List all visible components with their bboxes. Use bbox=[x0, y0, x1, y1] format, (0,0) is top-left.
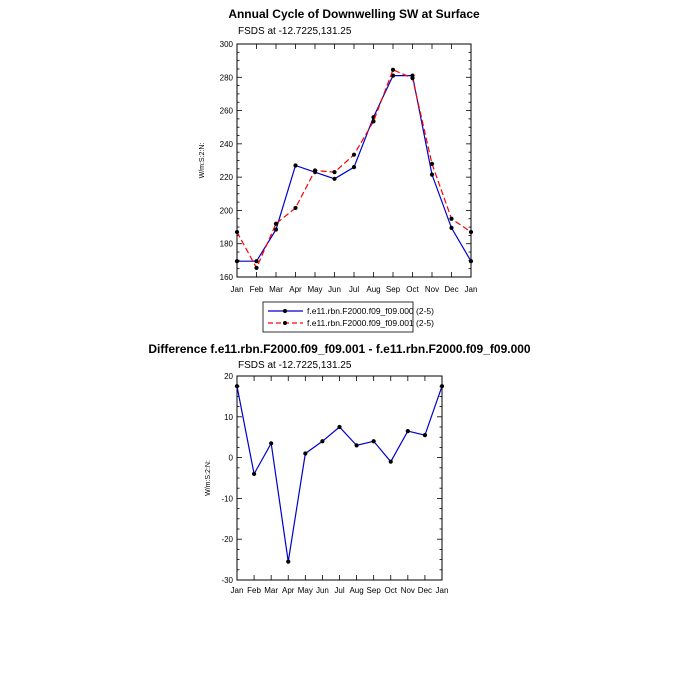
data-point bbox=[429, 161, 435, 166]
y-tick-label: 20 bbox=[224, 372, 233, 381]
data-point bbox=[254, 259, 259, 264]
data-point bbox=[390, 73, 396, 78]
x-tick-label: May bbox=[307, 285, 322, 294]
data-point bbox=[390, 67, 396, 72]
y-tick-label: -20 bbox=[221, 535, 233, 544]
data-point bbox=[337, 424, 342, 430]
data-point bbox=[273, 221, 279, 226]
data-point bbox=[468, 229, 474, 235]
x-tick-label: Mar bbox=[264, 586, 278, 595]
x-tick-label: Sep bbox=[367, 586, 382, 595]
data-point bbox=[405, 428, 410, 434]
data-point bbox=[439, 384, 445, 389]
data-point bbox=[449, 216, 454, 221]
chart-difference: Difference f.e11.rbn.F2000.f09_f09.001 -… bbox=[148, 342, 531, 595]
data-point bbox=[332, 176, 337, 181]
y-tick-label: 160 bbox=[220, 273, 234, 282]
plot-frame bbox=[236, 43, 472, 278]
y-tick-label: 0 bbox=[229, 454, 234, 463]
data-point bbox=[410, 76, 415, 81]
data-point bbox=[269, 441, 274, 446]
chart-subtitle: FSDS at -12.7225,131.25 bbox=[238, 360, 352, 371]
legend-label-0: f.e11.rbn.F2000.f09_f09.000 (2-5) bbox=[307, 306, 434, 316]
x-tick-label: Jan bbox=[465, 285, 478, 294]
series-line-0 bbox=[236, 386, 443, 562]
y-tick-label: 200 bbox=[220, 206, 234, 215]
x-tick-label: Jan bbox=[436, 586, 449, 595]
x-tick-label: Dec bbox=[418, 586, 432, 595]
x-tick-label: Jun bbox=[316, 586, 329, 595]
x-tick-label: Oct bbox=[406, 285, 419, 294]
data-point bbox=[468, 259, 474, 264]
data-point bbox=[234, 259, 240, 264]
y-tick-label: 220 bbox=[220, 173, 234, 182]
data-point bbox=[303, 451, 308, 456]
legend-label-1: f.e11.rbn.F2000.f09_f09.001 (2-5) bbox=[307, 318, 434, 328]
data-point bbox=[371, 439, 376, 444]
data-point bbox=[234, 384, 240, 389]
x-tick-label: Apr bbox=[289, 285, 302, 294]
y-tick-label: -30 bbox=[221, 576, 233, 585]
data-point bbox=[422, 433, 428, 438]
x-tick-label: Apr bbox=[282, 586, 295, 595]
x-tick-label: Jan bbox=[231, 285, 244, 294]
data-point bbox=[332, 170, 337, 175]
y-tick-label: 300 bbox=[220, 40, 234, 49]
x-tick-label: Jun bbox=[328, 285, 341, 294]
x-tick-label: Sep bbox=[386, 285, 401, 294]
data-point bbox=[273, 227, 279, 232]
chart-annual-cycle: Annual Cycle of Downwelling SW at Surfac… bbox=[199, 7, 480, 333]
data-point bbox=[449, 225, 454, 231]
y-tick-label: 280 bbox=[220, 73, 234, 82]
y-axis-label: W/m:S:2:N: bbox=[205, 460, 212, 496]
x-tick-label: Jul bbox=[334, 586, 344, 595]
y-tick-label: 180 bbox=[220, 240, 234, 249]
x-tick-label: Aug bbox=[349, 586, 363, 595]
y-tick-label: 10 bbox=[224, 413, 233, 422]
legend-marker bbox=[283, 321, 287, 325]
data-point bbox=[351, 152, 357, 157]
legend-marker bbox=[283, 309, 287, 313]
x-tick-label: Nov bbox=[401, 586, 415, 595]
y-tick-label: 260 bbox=[220, 107, 234, 116]
plot-frame bbox=[236, 375, 443, 581]
data-point bbox=[371, 119, 376, 124]
data-point bbox=[429, 172, 435, 177]
y-axis-label: W/m:S:2:N: bbox=[199, 143, 206, 179]
data-point bbox=[251, 471, 257, 477]
data-point bbox=[351, 165, 357, 170]
chart-title: Difference f.e11.rbn.F2000.f09_f09.001 -… bbox=[148, 342, 531, 356]
data-point bbox=[293, 205, 298, 211]
x-tick-label: May bbox=[298, 586, 313, 595]
x-tick-label: Jan bbox=[231, 586, 244, 595]
chart-title: Annual Cycle of Downwelling SW at Surfac… bbox=[228, 7, 480, 21]
data-point bbox=[254, 265, 259, 270]
data-point bbox=[388, 459, 393, 464]
x-tick-label: Feb bbox=[247, 586, 261, 595]
x-tick-label: Aug bbox=[366, 285, 380, 294]
data-point bbox=[320, 439, 325, 444]
x-tick-label: Feb bbox=[250, 285, 264, 294]
data-point bbox=[354, 443, 359, 448]
chart-subtitle: FSDS at -12.7225,131.25 bbox=[238, 26, 352, 37]
x-tick-label: Dec bbox=[444, 285, 458, 294]
data-point bbox=[312, 168, 318, 173]
data-point bbox=[234, 229, 240, 235]
x-tick-label: Mar bbox=[269, 285, 283, 294]
y-tick-label: 240 bbox=[220, 140, 234, 149]
x-tick-label: Oct bbox=[385, 586, 398, 595]
legend-box bbox=[262, 301, 414, 333]
data-point bbox=[286, 559, 291, 564]
y-tick-label: -10 bbox=[221, 494, 233, 503]
data-point bbox=[293, 163, 298, 168]
x-tick-label: Jul bbox=[349, 285, 359, 294]
x-tick-label: Nov bbox=[425, 285, 439, 294]
